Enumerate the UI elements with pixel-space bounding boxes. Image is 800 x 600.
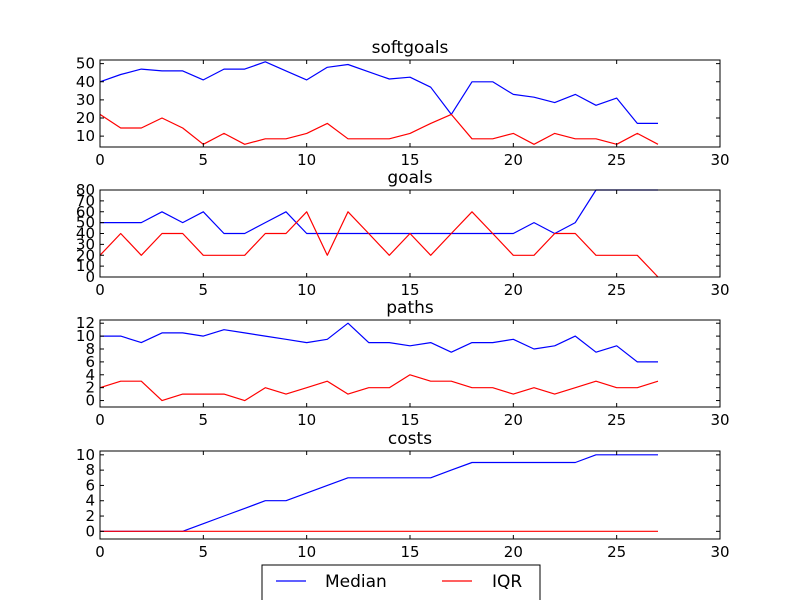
- y-tick-label: 2: [85, 507, 95, 525]
- y-tick-label: 8: [85, 461, 95, 479]
- y-tick-label: 30: [76, 235, 95, 253]
- x-tick-label: 10: [297, 543, 316, 561]
- y-tick-label: 40: [76, 73, 95, 91]
- x-tick-label: 10: [297, 151, 316, 169]
- series-line-iqr: [99, 211, 659, 278]
- legend: Median IQR: [261, 564, 541, 600]
- y-tick-label: 6: [85, 476, 95, 494]
- x-tick-label: 5: [199, 281, 209, 299]
- y-tick-label: 70: [76, 192, 95, 210]
- y-tick-label: 10: [76, 257, 95, 275]
- x-tick-label: 25: [607, 281, 626, 299]
- legend-iqr-label: IQR: [492, 572, 522, 592]
- x-tick-label: 25: [607, 543, 626, 561]
- x-tick-label: 5: [199, 151, 209, 169]
- subplot-title: softgoals: [372, 38, 449, 58]
- y-tick-label: 8: [85, 340, 95, 358]
- y-tick-label: 0: [85, 268, 95, 286]
- x-tick-label: 15: [400, 411, 419, 429]
- x-tick-label: 15: [400, 151, 419, 169]
- y-tick-label: 0: [85, 392, 95, 410]
- y-tick-label: 50: [76, 214, 95, 232]
- x-tick-label: 5: [199, 411, 209, 429]
- x-tick-label: 30: [710, 543, 729, 561]
- y-tick-label: 10: [76, 446, 95, 464]
- y-tick-label: 20: [76, 246, 95, 264]
- series-line-median: [100, 454, 658, 532]
- x-tick-label: 30: [710, 281, 729, 299]
- y-tick-label: 4: [85, 366, 95, 384]
- series-line-median: [100, 189, 658, 235]
- y-tick-label: 80: [76, 181, 95, 199]
- y-tick-label: 2: [85, 379, 95, 397]
- legend-box: [261, 564, 541, 600]
- y-tick-label: 10: [76, 327, 95, 345]
- x-tick-label: 30: [710, 151, 729, 169]
- subplot-title: goals: [387, 168, 432, 188]
- x-tick-label: 15: [400, 543, 419, 561]
- y-tick-label: 10: [76, 127, 95, 145]
- series-line-iqr: [99, 113, 659, 145]
- x-tick-label: 20: [504, 543, 523, 561]
- x-tick-label: 20: [504, 411, 523, 429]
- x-tick-label: 0: [95, 281, 105, 299]
- y-tick-label: 40: [76, 225, 95, 243]
- y-tick-label: 50: [76, 55, 95, 73]
- x-tick-label: 0: [95, 151, 105, 169]
- series-line-iqr: [99, 374, 659, 402]
- x-tick-label: 30: [710, 411, 729, 429]
- y-tick-label: 4: [85, 492, 95, 510]
- y-tick-label: 6: [85, 353, 95, 371]
- y-tick-label: 30: [76, 91, 95, 109]
- x-tick-label: 0: [95, 543, 105, 561]
- y-tick-label: 0: [85, 522, 95, 540]
- x-tick-label: 10: [297, 281, 316, 299]
- series-line-median: [99, 61, 658, 125]
- subplot-title: paths: [386, 298, 434, 318]
- axes-frame: [99, 450, 721, 540]
- subplot-title: costs: [388, 429, 432, 449]
- x-tick-label: 0: [95, 411, 105, 429]
- y-tick-label: 60: [76, 203, 95, 221]
- x-tick-label: 15: [400, 281, 419, 299]
- x-tick-label: 20: [504, 151, 523, 169]
- legend-median-label: Median: [325, 572, 387, 592]
- x-tick-label: 10: [297, 411, 316, 429]
- x-tick-label: 20: [504, 281, 523, 299]
- y-tick-label: 20: [76, 109, 95, 127]
- y-tick-label: 12: [76, 314, 95, 332]
- series-line-median: [100, 322, 658, 363]
- x-tick-label: 25: [607, 151, 626, 169]
- x-tick-label: 25: [607, 411, 626, 429]
- x-tick-label: 5: [199, 543, 209, 561]
